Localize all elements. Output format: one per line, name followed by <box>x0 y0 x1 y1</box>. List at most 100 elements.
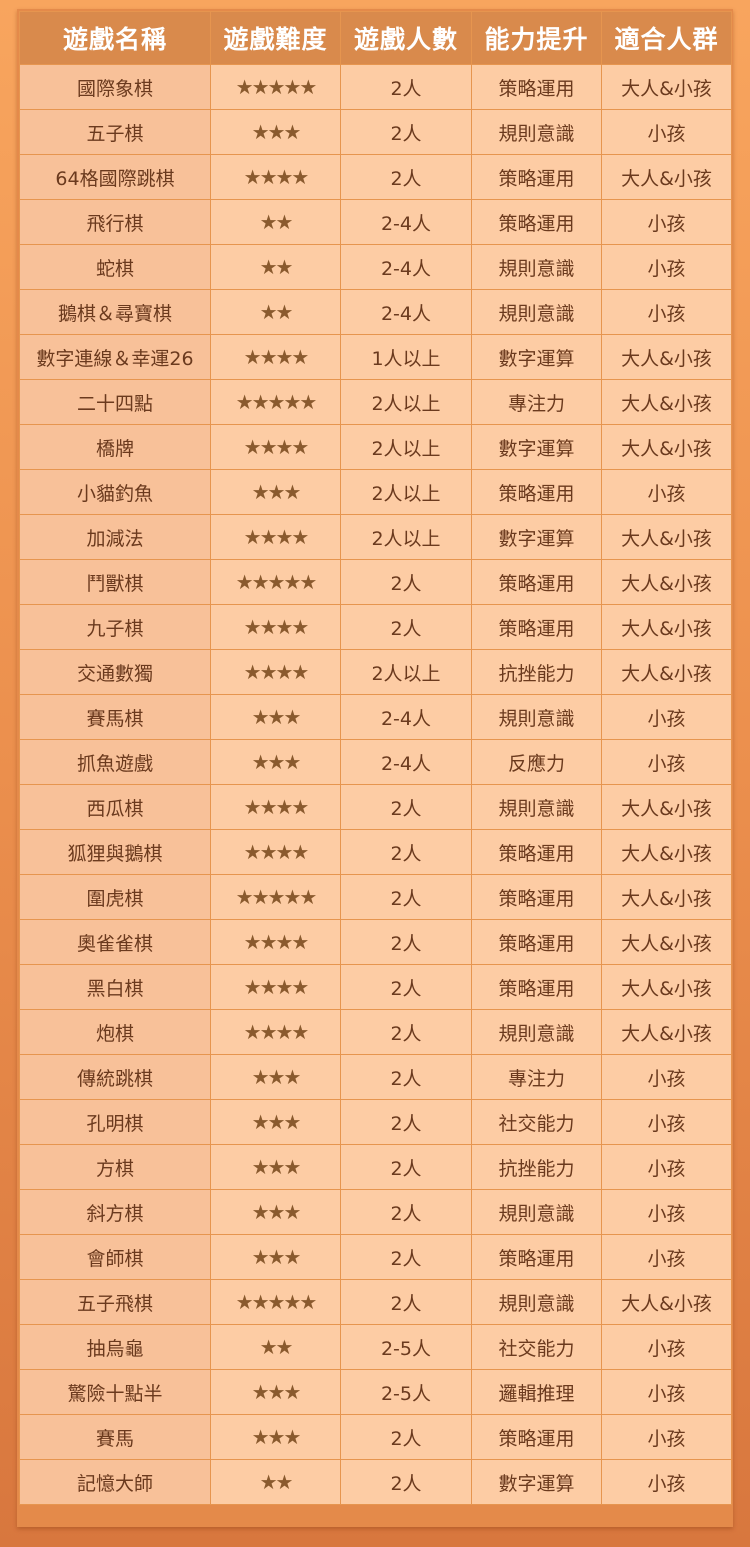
header-audience: 適合人群 <box>601 11 732 65</box>
table-row: 西瓜棋 ★★★★ 2人 規則意識 大人&小孩 <box>19 784 732 830</box>
audience-cell: 小孩 <box>601 1459 732 1505</box>
header-players: 遊戲人數 <box>340 11 472 65</box>
audience-cell: 大人&小孩 <box>601 1279 732 1325</box>
table-row: 驚險十點半 ★★★ 2-5人 邏輯推理 小孩 <box>19 1369 732 1415</box>
table-row: 抓魚遊戲 ★★★ 2-4人 反應力 小孩 <box>19 739 732 785</box>
audience-cell: 大人&小孩 <box>601 919 732 965</box>
difficulty-stars: ★★★ <box>210 739 341 785</box>
header-row: 遊戲名稱 遊戲難度 遊戲人數 能力提升 適合人群 <box>19 11 732 65</box>
audience-cell: 小孩 <box>601 1144 732 1190</box>
players-cell: 2-5人 <box>340 1369 472 1415</box>
table-row: 數字連線＆幸運26 ★★★★ 1人以上 數字運算 大人&小孩 <box>19 334 732 380</box>
board-game-table: 遊戲名稱 遊戲難度 遊戲人數 能力提升 適合人群 國際象棋 ★★★★★ 2人 策略運用… <box>19 11 732 1505</box>
audience-cell: 大人&小孩 <box>601 559 732 605</box>
skill-cell: 邏輯推理 <box>471 1369 602 1415</box>
difficulty-stars: ★★ <box>210 199 341 245</box>
difficulty-stars: ★★★★★ <box>210 559 341 605</box>
game-name-cell: 圍虎棋 <box>19 874 211 920</box>
difficulty-stars: ★★★★ <box>210 919 341 965</box>
table-row: 炮棋 ★★★★ 2人 規則意識 大人&小孩 <box>19 1009 732 1055</box>
skill-cell: 數字運算 <box>471 334 602 380</box>
skill-cell: 策略運用 <box>471 874 602 920</box>
difficulty-stars: ★★★★ <box>210 649 341 695</box>
players-cell: 2人 <box>340 1459 472 1505</box>
skill-cell: 策略運用 <box>471 1234 602 1280</box>
audience-cell: 大人&小孩 <box>601 604 732 650</box>
game-name-cell: 鵝棋＆尋寶棋 <box>19 289 211 335</box>
table-row: 斜方棋 ★★★ 2人 規則意識 小孩 <box>19 1189 732 1235</box>
skill-cell: 策略運用 <box>471 469 602 515</box>
game-name-cell: 狐狸與鵝棋 <box>19 829 211 875</box>
audience-cell: 大人&小孩 <box>601 379 732 425</box>
table-row: 飛行棋 ★★ 2-4人 策略運用 小孩 <box>19 199 732 245</box>
game-name-cell: 孔明棋 <box>19 1099 211 1145</box>
audience-cell: 小孩 <box>601 694 732 740</box>
table-row: 抽烏龜 ★★ 2-5人 社交能力 小孩 <box>19 1324 732 1370</box>
difficulty-stars: ★★★ <box>210 694 341 740</box>
table-row: 奧雀雀棋 ★★★★ 2人 策略運用 大人&小孩 <box>19 919 732 965</box>
game-name-cell: 賽馬棋 <box>19 694 211 740</box>
players-cell: 2人 <box>340 829 472 875</box>
game-name-cell: 64格國際跳棋 <box>19 154 211 200</box>
audience-cell: 大人&小孩 <box>601 829 732 875</box>
table-row: 鬥獸棋 ★★★★★ 2人 策略運用 大人&小孩 <box>19 559 732 605</box>
difficulty-stars: ★★★ <box>210 1099 341 1145</box>
players-cell: 2人 <box>340 64 472 110</box>
skill-cell: 規則意識 <box>471 244 602 290</box>
difficulty-stars: ★★ <box>210 1324 341 1370</box>
players-cell: 2人 <box>340 1234 472 1280</box>
skill-cell: 策略運用 <box>471 559 602 605</box>
audience-cell: 小孩 <box>601 1414 732 1460</box>
players-cell: 2-4人 <box>340 199 472 245</box>
difficulty-stars: ★★ <box>210 289 341 335</box>
game-name-cell: 傳統跳棋 <box>19 1054 211 1100</box>
difficulty-stars: ★★★★★ <box>210 64 341 110</box>
header-skill: 能力提升 <box>471 11 602 65</box>
players-cell: 2人 <box>340 1144 472 1190</box>
players-cell: 2-5人 <box>340 1324 472 1370</box>
players-cell: 2人 <box>340 964 472 1010</box>
audience-cell: 小孩 <box>601 469 732 515</box>
skill-cell: 策略運用 <box>471 154 602 200</box>
difficulty-stars: ★★★★ <box>210 424 341 470</box>
players-cell: 2人 <box>340 919 472 965</box>
difficulty-stars: ★★★★ <box>210 604 341 650</box>
table-row: 賽馬 ★★★ 2人 策略運用 小孩 <box>19 1414 732 1460</box>
game-name-cell: 小貓釣魚 <box>19 469 211 515</box>
audience-cell: 小孩 <box>601 739 732 785</box>
players-cell: 2人 <box>340 1414 472 1460</box>
skill-cell: 專注力 <box>471 379 602 425</box>
game-name-cell: 方棋 <box>19 1144 211 1190</box>
table-row: 九子棋 ★★★★ 2人 策略運用 大人&小孩 <box>19 604 732 650</box>
game-name-cell: 加減法 <box>19 514 211 560</box>
difficulty-stars: ★★★★ <box>210 154 341 200</box>
table-row: 加減法 ★★★★ 2人以上 數字運算 大人&小孩 <box>19 514 732 560</box>
game-name-cell: 奧雀雀棋 <box>19 919 211 965</box>
difficulty-stars: ★★★ <box>210 469 341 515</box>
audience-cell: 大人&小孩 <box>601 649 732 695</box>
players-cell: 2-4人 <box>340 694 472 740</box>
difficulty-stars: ★★★★ <box>210 784 341 830</box>
game-name-cell: 橋牌 <box>19 424 211 470</box>
skill-cell: 規則意識 <box>471 1279 602 1325</box>
audience-cell: 大人&小孩 <box>601 514 732 560</box>
table-row: 記憶大師 ★★ 2人 數字運算 小孩 <box>19 1459 732 1505</box>
game-name-cell: 數字連線＆幸運26 <box>19 334 211 380</box>
audience-cell: 小孩 <box>601 109 732 155</box>
table-row: 狐狸與鵝棋 ★★★★ 2人 策略運用 大人&小孩 <box>19 829 732 875</box>
players-cell: 2人 <box>340 784 472 830</box>
audience-cell: 大人&小孩 <box>601 64 732 110</box>
header-difficulty: 遊戲難度 <box>210 11 341 65</box>
game-name-cell: 九子棋 <box>19 604 211 650</box>
players-cell: 2人以上 <box>340 424 472 470</box>
difficulty-stars: ★★ <box>210 244 341 290</box>
skill-cell: 規則意識 <box>471 694 602 740</box>
players-cell: 2人 <box>340 154 472 200</box>
difficulty-stars: ★★★ <box>210 109 341 155</box>
table-row: 方棋 ★★★ 2人 抗挫能力 小孩 <box>19 1144 732 1190</box>
table-row: 二十四點 ★★★★★ 2人以上 專注力 大人&小孩 <box>19 379 732 425</box>
audience-cell: 大人&小孩 <box>601 334 732 380</box>
players-cell: 1人以上 <box>340 334 472 380</box>
game-name-cell: 記憶大師 <box>19 1459 211 1505</box>
difficulty-stars: ★★★★★ <box>210 379 341 425</box>
